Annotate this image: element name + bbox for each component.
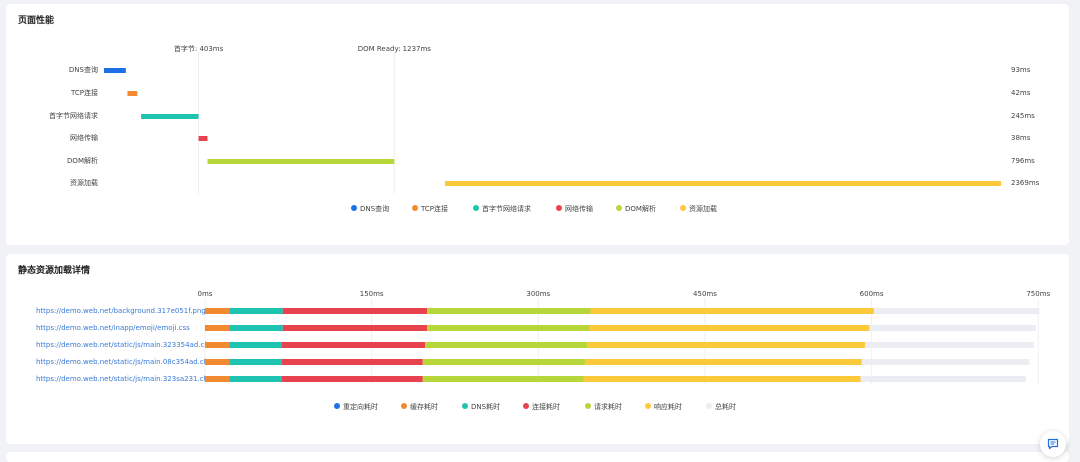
- section-title-page-performance: 页面性能: [18, 16, 55, 26]
- chat-icon: [1047, 438, 1059, 450]
- resource-url-label: https://demo.web.net/static/js/main.323s…: [36, 375, 219, 383]
- bar-2: [127, 91, 138, 96]
- legend-marker: [334, 403, 340, 409]
- legend-label: 缓存耗时: [410, 402, 438, 411]
- page-performance-card: 页面性能 首字节: 403ms DOM Ready: 1237ms DNS查询 93m…: [6, 4, 1069, 245]
- resource-url-label: https://demo.web.net/static/js/main.08c3…: [36, 358, 219, 366]
- x-tick-label: 300ms: [526, 290, 550, 298]
- legend-label: 请求耗时: [594, 402, 622, 411]
- static-resource-card: 静态资源加载详情 0ms 150ms 300ms 450ms 600ms 750ms htt…: [6, 254, 1069, 444]
- segment-bar: [205, 308, 230, 314]
- segment-bar: [281, 359, 423, 365]
- x-tick-label: 600ms: [860, 290, 884, 298]
- category-label: DOM解析: [67, 156, 98, 165]
- segment-bar: [422, 359, 585, 365]
- x-tick-label: 450ms: [693, 290, 717, 298]
- legend-marker: [556, 205, 562, 211]
- x-tick-label: 750ms: [1026, 290, 1050, 298]
- segment-bar: [282, 325, 428, 331]
- segment-bar: [205, 342, 230, 348]
- marker-label: DOM Ready: 1237ms: [358, 45, 432, 53]
- legend-label: DOM解析: [625, 204, 656, 213]
- segment-bar: [583, 376, 861, 382]
- bar-1: [104, 68, 126, 73]
- legend-label: 首字节网络请求: [482, 204, 531, 213]
- category-label: 网络传输: [70, 133, 98, 142]
- legend-marker: [351, 205, 357, 211]
- segment-bar: [229, 342, 282, 348]
- segment-bar: [229, 376, 282, 382]
- resource-url-label: https://demo.web.net/background.317e051f…: [36, 307, 206, 315]
- section-title-static-resources: 静态资源加载详情: [18, 266, 91, 276]
- segment-bar: [587, 342, 865, 348]
- legend-label: 重定向耗时: [343, 402, 378, 411]
- value-label: 796ms: [1011, 157, 1035, 165]
- legend-marker: [523, 403, 529, 409]
- value-label: 42ms: [1011, 89, 1031, 97]
- value-label: 2369ms: [1011, 179, 1040, 187]
- bar-4: [198, 136, 208, 141]
- bar-6: [445, 181, 1002, 186]
- bar-5: [207, 159, 395, 164]
- segment-bar: [282, 308, 428, 314]
- segment-bar: [229, 325, 283, 331]
- bar-3: [141, 114, 199, 119]
- marker-label: 首字节: 403ms: [174, 44, 224, 53]
- legend-label: TCP连接: [420, 204, 448, 213]
- legend-marker: [616, 205, 622, 211]
- legend-marker: [680, 205, 686, 211]
- segment-bar: [424, 342, 588, 348]
- segment-bar: [205, 359, 230, 365]
- legend-marker: [706, 403, 712, 409]
- segment-bar: [422, 376, 584, 382]
- segment-bar: [590, 308, 874, 314]
- segment-bar: [205, 376, 230, 382]
- resource-url-label: https://demo.web.net/static/js/main.3233…: [36, 341, 220, 349]
- static-resource-chart: 0ms 150ms 300ms 450ms 600ms 750ms https://demo…: [36, 290, 1051, 411]
- category-label: 首字节网络请求: [49, 111, 98, 120]
- segment-bar: [229, 308, 283, 314]
- legend-label: DNS查询: [360, 204, 389, 213]
- category-label: TCP连接: [70, 88, 98, 97]
- value-label: 38ms: [1011, 134, 1031, 142]
- legend-label: 资源加载: [689, 204, 717, 213]
- value-label: 245ms: [1011, 112, 1035, 120]
- segment-bar: [584, 359, 862, 365]
- x-tick-label: 0ms: [198, 290, 213, 298]
- legend-marker: [585, 403, 591, 409]
- feedback-button[interactable]: [1040, 431, 1066, 457]
- legend-marker: [645, 403, 651, 409]
- legend-label: DNS耗时: [471, 402, 500, 411]
- resource-url-label: https://demo.web.net/inapp/emoji/emoji.c…: [36, 324, 190, 332]
- segment-bar: [427, 308, 591, 314]
- segment-bar: [281, 342, 425, 348]
- category-label: DNS查询: [69, 65, 98, 74]
- legend-marker: [473, 205, 479, 211]
- legend-marker: [412, 205, 418, 211]
- legend-label: 连接耗时: [532, 402, 560, 411]
- legend-label: 总耗时: [715, 402, 736, 411]
- x-tick-label: 150ms: [360, 290, 384, 298]
- legend-marker: [462, 403, 468, 409]
- legend-marker: [401, 403, 407, 409]
- legend-label: 响应耗时: [654, 402, 682, 411]
- segment-bar: [205, 325, 230, 331]
- segment-bar: [589, 325, 870, 331]
- page-performance-chart: 首字节: 403ms DOM Ready: 1237ms DNS查询 93ms TCP连…: [49, 44, 1040, 213]
- next-card: [6, 452, 1069, 462]
- category-label: 资源加载: [70, 178, 98, 187]
- segment-bar: [281, 376, 423, 382]
- segment-bar: [427, 325, 590, 331]
- value-label: 93ms: [1011, 66, 1031, 74]
- legend-label: 网络传输: [565, 204, 593, 213]
- segment-bar: [229, 359, 282, 365]
